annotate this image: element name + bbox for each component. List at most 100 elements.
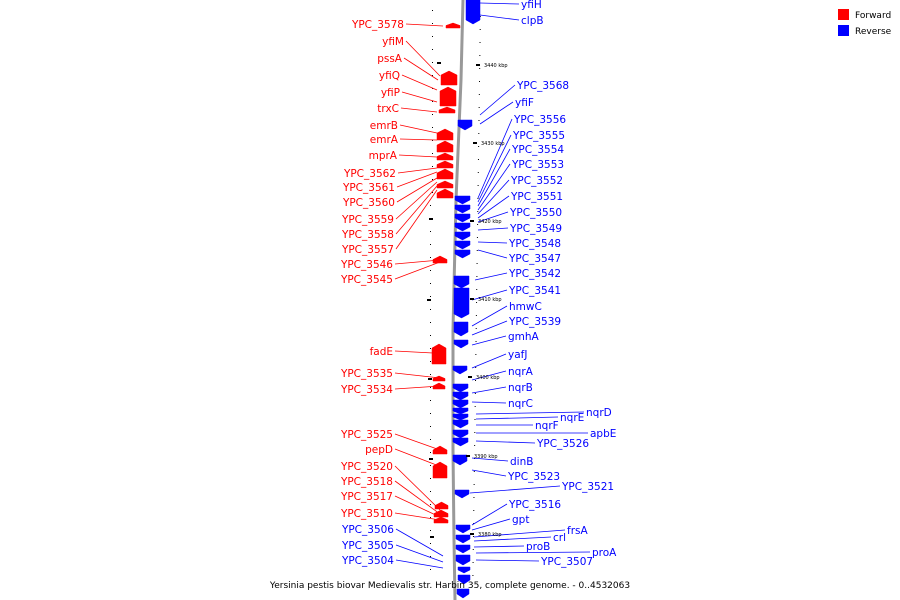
gene-label-ypc-3550[interactable]: YPC_3550 [509, 207, 562, 219]
gene-label-ypc-3523[interactable]: YPC_3523 [507, 471, 560, 483]
gene-label-ypc-3547[interactable]: YPC_3547 [508, 253, 561, 265]
gene-feature[interactable] [453, 321, 469, 337]
gene-label-yfiq[interactable]: yfiQ [379, 70, 400, 82]
gene-label-ypc-3561[interactable]: YPC_3561 [342, 182, 395, 194]
gene-label-gmha[interactable]: gmhA [508, 331, 540, 343]
gene-feature[interactable] [433, 516, 449, 524]
gene-label-ypc-3552[interactable]: YPC_3552 [510, 175, 563, 187]
gene-feature[interactable] [455, 544, 471, 554]
gene-feature[interactable] [436, 160, 454, 169]
gene-feature[interactable] [438, 106, 456, 114]
gene-feature[interactable] [432, 375, 446, 382]
gene-feature[interactable] [436, 128, 454, 141]
gene-label-ypc-3510[interactable]: YPC_3510 [340, 508, 393, 520]
gene-feature[interactable] [436, 152, 454, 161]
gene-label-ypc-3505[interactable]: YPC_3505 [341, 540, 394, 552]
gene-label-hmwc[interactable]: hmwC [509, 301, 542, 313]
gene-feature[interactable] [455, 524, 471, 534]
gene-label-ypc-3568[interactable]: YPC_3568 [516, 80, 569, 92]
gene-label-fade[interactable]: fadE [370, 346, 393, 358]
gene-label-ypc-3556[interactable]: YPC_3556 [513, 114, 566, 126]
gene-feature[interactable] [436, 188, 454, 199]
gene-feature[interactable] [454, 204, 471, 214]
gene-label-ypc-3554[interactable]: YPC_3554 [511, 144, 564, 156]
gene-label-ypc-3553[interactable]: YPC_3553 [511, 159, 564, 171]
gene-feature[interactable] [457, 566, 471, 574]
gene-feature[interactable] [436, 168, 454, 180]
gene-label-emrb[interactable]: emrB [370, 120, 398, 132]
gene-feature[interactable] [454, 240, 471, 250]
gene-label-ypc-3551[interactable]: YPC_3551 [510, 191, 563, 203]
gene-label-clpb[interactable]: clpB [521, 15, 544, 27]
gene-feature[interactable] [452, 429, 469, 439]
gene-feature[interactable] [433, 509, 449, 518]
gene-label-ypc-3506[interactable]: YPC_3506 [341, 524, 394, 536]
gene-label-ypc-3559[interactable]: YPC_3559 [341, 214, 394, 226]
gene-feature[interactable] [436, 180, 454, 189]
gene-feature[interactable] [452, 413, 469, 421]
gene-feature[interactable] [452, 365, 468, 375]
gene-feature[interactable] [452, 407, 469, 415]
gene-label-ypc-3548[interactable]: YPC_3548 [508, 238, 561, 250]
gene-label-trxc[interactable]: trxC [377, 103, 399, 115]
gene-feature[interactable] [454, 249, 471, 259]
gene-label-ypc-3557[interactable]: YPC_3557 [341, 244, 394, 256]
gene-label-proa[interactable]: proA [592, 547, 617, 559]
gene-label-ypc-3558[interactable]: YPC_3558 [341, 229, 394, 241]
gene-feature[interactable] [454, 222, 471, 232]
gene-feature[interactable] [455, 534, 471, 544]
gene-feature[interactable] [445, 22, 461, 29]
gene-label-yfim[interactable]: yfiM [382, 36, 404, 48]
gene-feature[interactable] [453, 339, 469, 349]
gene-label-ypc-3578[interactable]: YPC_3578 [351, 19, 404, 31]
gene-label-prob[interactable]: proB [526, 541, 550, 553]
gene-feature[interactable] [454, 231, 471, 241]
gene-feature[interactable] [436, 140, 454, 153]
gene-feature[interactable] [452, 399, 469, 409]
gene-label-mpra[interactable]: mprA [369, 150, 398, 162]
gene-feature[interactable] [431, 343, 447, 365]
gene-label-ypc-3542[interactable]: YPC_3542 [508, 268, 561, 280]
gene-feature[interactable] [453, 275, 470, 289]
gene-label-ypc-3526[interactable]: YPC_3526 [536, 438, 589, 450]
gene-feature[interactable] [465, 0, 481, 25]
gene-feature[interactable] [432, 255, 448, 264]
gene-feature[interactable] [434, 501, 449, 510]
gene-label-pssa[interactable]: pssA [377, 53, 403, 65]
gene-label-yafj[interactable]: yafJ [508, 349, 527, 361]
gene-feature[interactable] [452, 419, 469, 429]
gene-label-pepd[interactable]: pepD [365, 444, 393, 456]
gene-label-ypc-3555[interactable]: YPC_3555 [512, 130, 565, 142]
gene-feature[interactable] [456, 588, 470, 599]
gene-label-ypc-3549[interactable]: YPC_3549 [509, 223, 562, 235]
gene-feature[interactable] [432, 445, 448, 455]
gene-label-ypc-3518[interactable]: YPC_3518 [340, 476, 393, 488]
gene-feature[interactable] [452, 383, 469, 393]
gene-label-ypc-3560[interactable]: YPC_3560 [342, 197, 395, 209]
gene-label-ypc-3539[interactable]: YPC_3539 [508, 316, 561, 328]
gene-feature[interactable] [452, 391, 469, 401]
gene-label-nqrd[interactable]: nqrD [586, 407, 612, 419]
gene-label-ypc-3521[interactable]: YPC_3521 [561, 481, 614, 493]
gene-label-dinb[interactable]: dinB [510, 456, 533, 468]
gene-label-ypc-3520[interactable]: YPC_3520 [340, 461, 393, 473]
gene-label-yfip[interactable]: yfiP [381, 87, 400, 99]
gene-label-ypc-3516[interactable]: YPC_3516 [508, 499, 561, 511]
gene-label-yfif[interactable]: yfiF [515, 97, 534, 109]
gene-label-ypc-3504[interactable]: YPC_3504 [341, 555, 394, 567]
gene-label-ypc-3535[interactable]: YPC_3535 [340, 368, 393, 380]
gene-label-nqrf[interactable]: nqrF [535, 420, 559, 432]
gene-feature[interactable] [440, 70, 458, 86]
gene-label-ypc-3534[interactable]: YPC_3534 [340, 384, 393, 396]
gene-label-nqrc[interactable]: nqrC [508, 398, 533, 410]
gene-label-yfih[interactable]: yfiH [521, 0, 542, 11]
gene-feature[interactable] [452, 437, 469, 447]
gene-feature[interactable] [454, 213, 471, 223]
gene-feature[interactable] [457, 574, 471, 585]
gene-label-ypc-3545[interactable]: YPC_3545 [340, 274, 393, 286]
gene-feature[interactable] [457, 119, 473, 131]
gene-label-crl[interactable]: crl [553, 532, 566, 544]
gene-feature[interactable] [452, 454, 468, 466]
gene-label-nqrb[interactable]: nqrB [508, 382, 533, 394]
gene-feature[interactable] [454, 489, 470, 499]
